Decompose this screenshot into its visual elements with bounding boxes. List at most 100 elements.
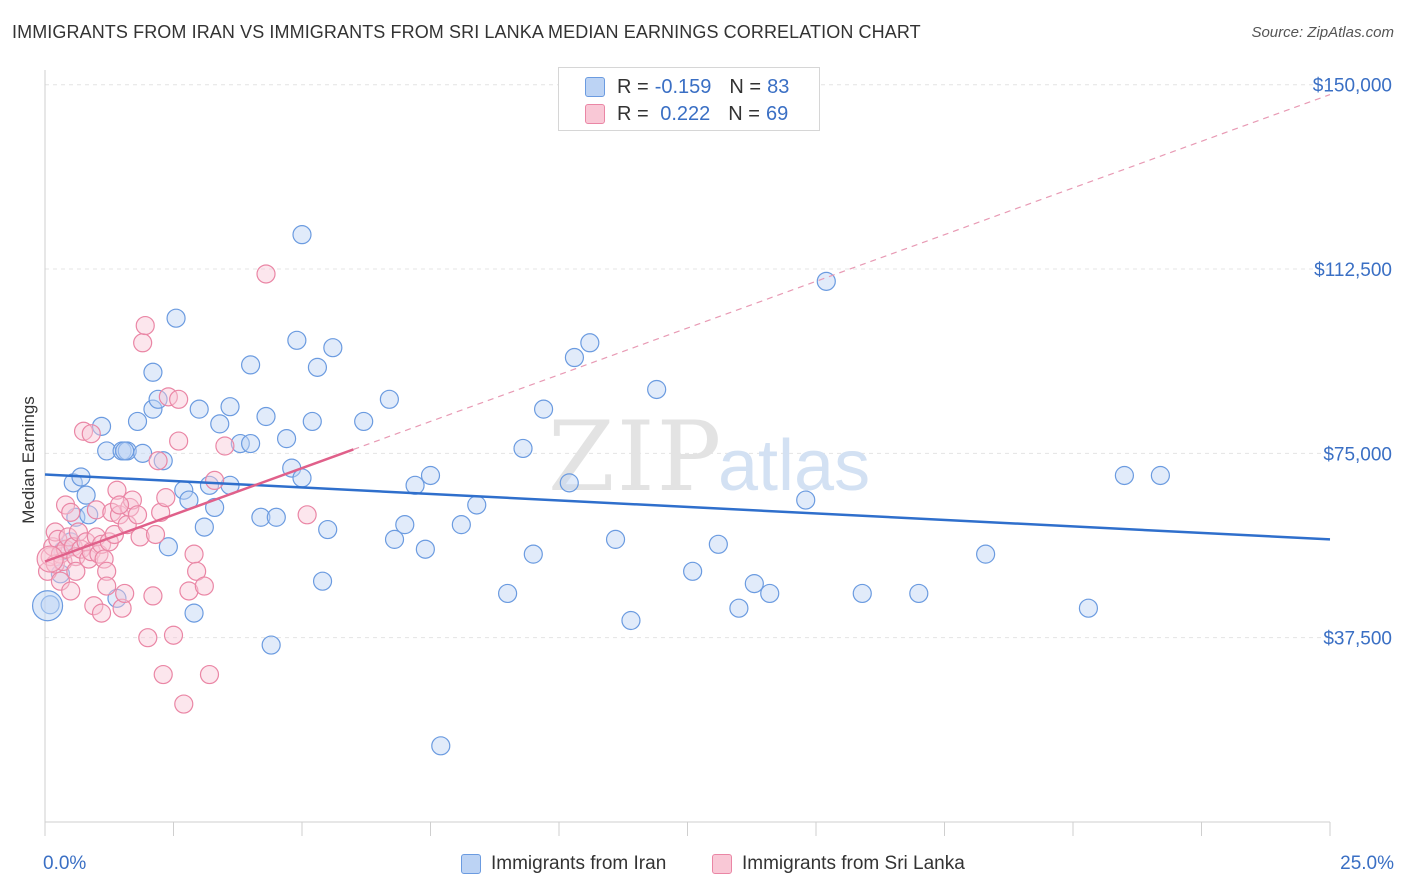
iran-point: [533, 399, 554, 419]
iran-point: [564, 347, 585, 368]
correlation-legend: R = -0.159 N = 83 R = 0.222 N = 69: [558, 67, 820, 131]
legend-n-label: N =: [729, 75, 762, 98]
iran-point: [302, 411, 322, 432]
iran-point: [266, 507, 286, 527]
srilanka-point: [50, 571, 71, 591]
iran-point: [451, 515, 471, 535]
y-tick-label: $75,000: [1323, 444, 1392, 465]
legend-r-label: R =: [617, 75, 649, 98]
srilanka-points: [36, 264, 317, 714]
iran-point: [1150, 465, 1170, 486]
y-tick-label: $150,000: [1313, 76, 1392, 97]
legend-n-label: N =: [728, 102, 760, 125]
iran-point: [467, 495, 487, 515]
iran-point: [143, 362, 163, 382]
y-tick-label: $112,500: [1314, 260, 1392, 281]
iran-point: [205, 497, 225, 518]
srilanka-point: [135, 315, 155, 336]
srilanka-point: [184, 544, 204, 564]
legend-row-iran: R = -0.159 N = 83: [585, 74, 789, 100]
iran-point: [852, 583, 872, 604]
x-tick-label: 0.0%: [43, 853, 86, 874]
srilanka-point: [148, 451, 168, 471]
gridlines: [45, 84, 1330, 639]
watermark: ZIP atlas: [548, 401, 870, 513]
srilanka-point: [115, 583, 135, 604]
trend-lines: [44, 94, 1331, 563]
srilanka-point: [143, 586, 163, 606]
bottom-legend-label-srilanka: Immigrants from Sri Lanka: [742, 853, 965, 874]
srilanka-point: [156, 488, 176, 508]
srilanka-point: [94, 549, 114, 569]
srilanka-point: [86, 500, 107, 520]
srilanka-point: [297, 505, 317, 525]
srilanka-point: [138, 628, 158, 648]
source-label: Source: ZipAtlas.com: [1251, 24, 1394, 41]
iran-point: [729, 598, 749, 618]
srilanka-point: [45, 522, 65, 542]
iran-point: [312, 571, 333, 591]
iran-point: [261, 635, 281, 655]
iran-point: [816, 271, 836, 291]
srilanka-point: [81, 424, 101, 444]
iran-points: [31, 225, 1170, 756]
srilanka-point: [112, 598, 132, 618]
srilanka-point: [58, 527, 78, 547]
watermark-zip: ZIP: [548, 401, 723, 513]
srilanka-point: [153, 664, 173, 685]
iran-point: [256, 406, 276, 427]
iran-point: [647, 379, 667, 400]
iran-point: [194, 517, 214, 537]
bottom-legend-iran: Immigrants from Iran: [461, 852, 666, 876]
iran-point: [63, 473, 83, 493]
iran-point: [498, 583, 518, 604]
srilanka-point: [97, 561, 117, 581]
srilanka-point: [215, 436, 235, 456]
y-tick-label: $37,500: [1323, 629, 1392, 650]
y-tick-labels: $37,500 $75,000 $112,500 $150,000: [1313, 76, 1392, 650]
srilanka-trend-extension: [353, 94, 1331, 451]
srilanka-point: [97, 576, 117, 596]
bottom-legend-swatch-iran: [461, 854, 481, 874]
legend-row-srilanka: R = 0.222 N = 69: [585, 101, 788, 127]
chart-title: IMMIGRANTS FROM IRAN VS IMMIGRANTS FROM …: [12, 22, 921, 42]
srilanka-point: [109, 495, 130, 515]
iran-trend-line: [44, 473, 1331, 541]
iran-point: [1114, 465, 1135, 486]
srilanka-point: [199, 664, 220, 685]
iran-point: [395, 515, 415, 535]
iran-point: [143, 399, 163, 419]
watermark-atlas: atlas: [718, 426, 870, 506]
iran-point: [166, 308, 186, 328]
iran-point: [605, 529, 626, 549]
iran-point: [318, 519, 338, 540]
iran-point: [31, 590, 64, 622]
srilanka-point: [66, 561, 86, 581]
iran-point: [127, 411, 148, 432]
bottom-legend-swatch-srilanka: [712, 854, 732, 874]
srilanka-point: [179, 581, 199, 601]
iran-point: [796, 490, 816, 510]
legend-n-value: 69: [765, 102, 789, 125]
legend-r-label: R =: [617, 102, 649, 125]
iran-point: [323, 338, 343, 358]
iran-point: [292, 225, 312, 245]
iran-point: [241, 355, 261, 375]
srilanka-point: [145, 524, 166, 545]
srilanka-point: [205, 470, 225, 491]
iran-point: [220, 397, 240, 417]
iran-point: [153, 451, 173, 471]
srilanka-point: [163, 625, 184, 645]
iran-point: [523, 544, 543, 564]
iran-point: [210, 414, 230, 434]
srilanka-point: [174, 694, 194, 714]
iran-point: [307, 357, 328, 377]
iran-point: [189, 399, 209, 419]
iran-point: [251, 507, 271, 527]
srilanka-point: [84, 596, 104, 616]
iran-point: [431, 736, 451, 756]
legend-swatch-iran: [585, 77, 605, 97]
iran-point: [276, 429, 297, 449]
srilanka-point: [61, 502, 81, 522]
